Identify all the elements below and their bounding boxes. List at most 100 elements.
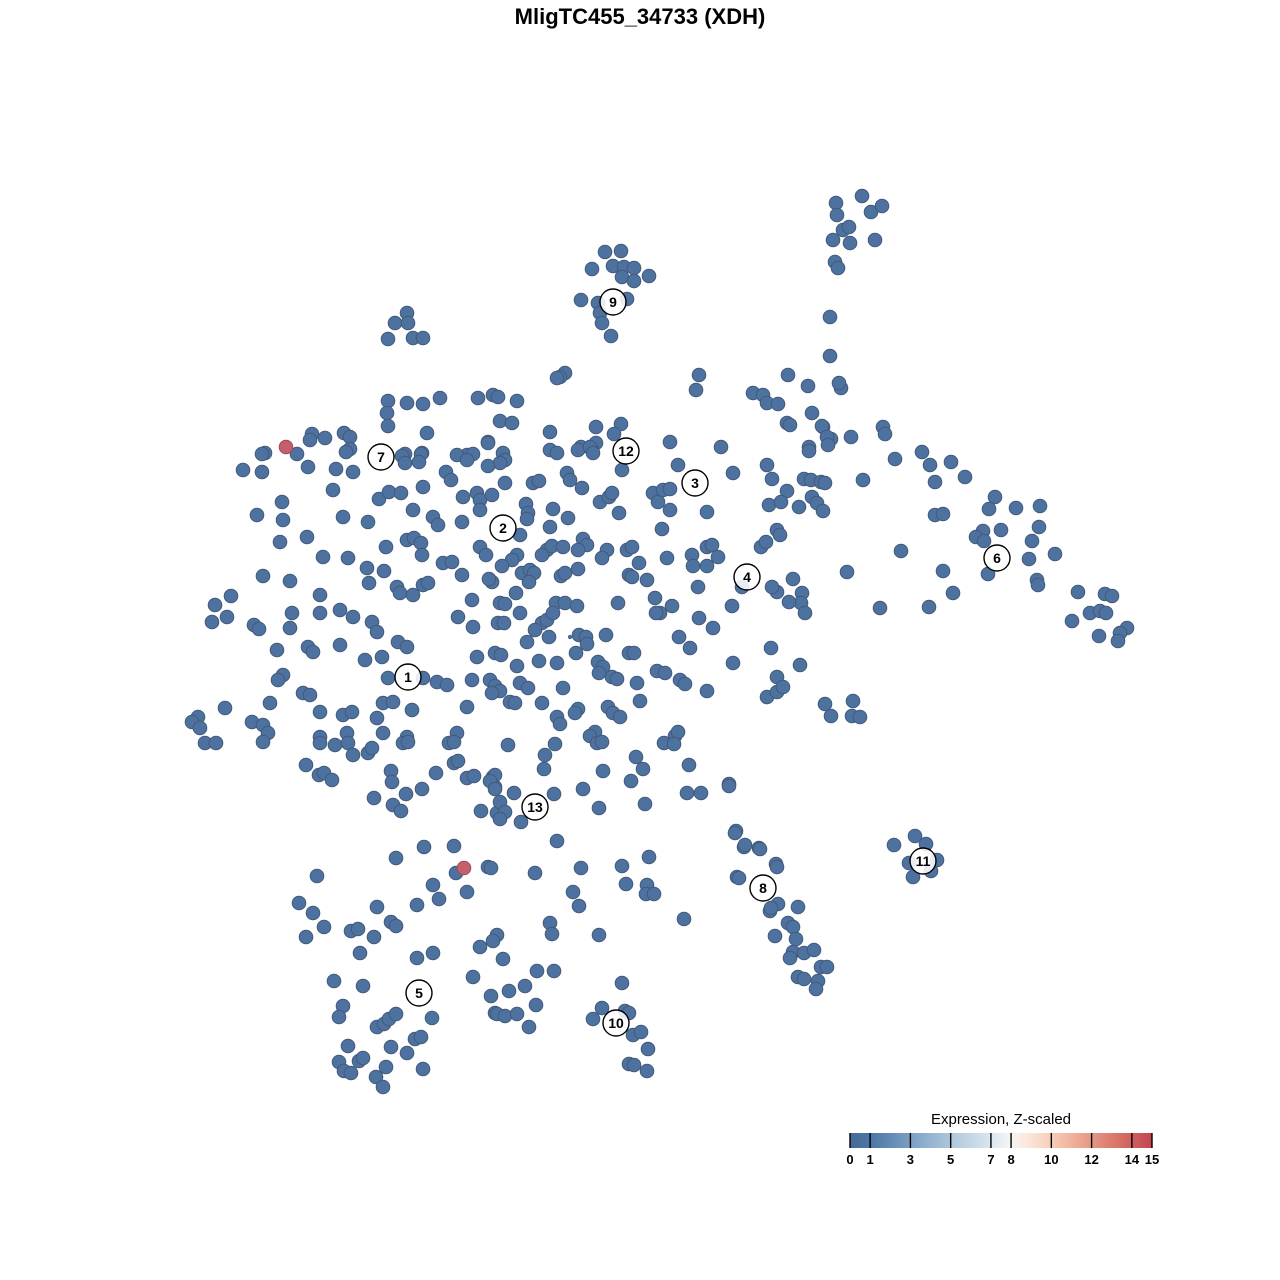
data-point bbox=[207, 597, 223, 613]
data-point bbox=[378, 1059, 394, 1075]
cluster-label-number: 10 bbox=[608, 1015, 624, 1031]
data-point bbox=[782, 417, 798, 433]
data-point bbox=[507, 695, 523, 711]
data-point bbox=[677, 676, 693, 692]
data-point bbox=[867, 232, 883, 248]
data-point bbox=[404, 702, 420, 718]
data-point bbox=[1098, 605, 1114, 621]
data-point bbox=[483, 988, 499, 1004]
data-point bbox=[545, 605, 561, 621]
chart-title: MligTC455_34733 (XDH) bbox=[515, 4, 766, 29]
cluster-label-circle bbox=[521, 793, 549, 821]
data-point bbox=[874, 198, 890, 214]
data-point bbox=[555, 539, 571, 555]
data-point bbox=[633, 1024, 649, 1040]
data-point bbox=[431, 891, 447, 907]
data-point bbox=[1021, 551, 1037, 567]
data-point bbox=[825, 232, 841, 248]
data-point bbox=[591, 665, 607, 681]
data-point bbox=[699, 558, 715, 574]
cluster-label-number: 1 bbox=[404, 669, 412, 685]
data-point bbox=[1110, 633, 1126, 649]
cluster-label: 1 bbox=[394, 663, 422, 691]
data-point bbox=[945, 585, 961, 601]
data-point bbox=[275, 512, 291, 528]
data-point bbox=[552, 716, 568, 732]
data-point bbox=[531, 653, 547, 669]
data-point bbox=[484, 685, 500, 701]
legend-tick-label: 7 bbox=[987, 1152, 994, 1167]
data-point bbox=[500, 737, 516, 753]
data-point bbox=[839, 564, 855, 580]
cluster-label-number: 2 bbox=[499, 520, 507, 536]
data-point bbox=[935, 506, 951, 522]
data-point bbox=[302, 432, 318, 448]
data-point bbox=[1064, 613, 1080, 629]
data-point bbox=[517, 978, 533, 994]
data-point bbox=[459, 452, 475, 468]
data-point bbox=[388, 850, 404, 866]
cluster-label-number: 8 bbox=[759, 880, 767, 896]
cluster-label: 7 bbox=[367, 443, 395, 471]
data-point bbox=[409, 950, 425, 966]
data-point bbox=[305, 905, 321, 921]
data-point bbox=[555, 680, 571, 696]
data-point bbox=[785, 919, 801, 935]
data-point bbox=[381, 484, 397, 500]
data-point bbox=[781, 594, 797, 610]
data-point bbox=[603, 328, 619, 344]
data-point bbox=[355, 978, 371, 994]
data-point bbox=[773, 494, 789, 510]
data-point bbox=[492, 811, 508, 827]
data-point bbox=[392, 585, 408, 601]
data-point bbox=[357, 652, 373, 668]
data-point bbox=[400, 315, 416, 331]
data-point bbox=[496, 615, 512, 631]
data-point bbox=[585, 445, 601, 461]
data-point bbox=[485, 933, 501, 949]
data-point bbox=[466, 768, 482, 784]
data-point bbox=[419, 425, 435, 441]
legend-tick-label: 15 bbox=[1145, 1152, 1159, 1167]
data-point bbox=[662, 502, 678, 518]
data-point bbox=[327, 737, 343, 753]
cluster-label-circle bbox=[602, 1009, 630, 1037]
data-point bbox=[1091, 628, 1107, 644]
data-point bbox=[676, 911, 692, 927]
data-point bbox=[369, 710, 385, 726]
data-point bbox=[487, 781, 503, 797]
legend-tick-label: 8 bbox=[1007, 1152, 1014, 1167]
data-point bbox=[877, 426, 893, 442]
data-point bbox=[591, 927, 607, 943]
cluster-label-circle bbox=[733, 563, 761, 591]
legend-tick-label: 10 bbox=[1044, 1152, 1058, 1167]
data-point bbox=[387, 315, 403, 331]
data-point bbox=[635, 761, 651, 777]
data-point bbox=[721, 778, 737, 794]
data-point bbox=[413, 1029, 429, 1045]
data-point bbox=[492, 413, 508, 429]
data-point bbox=[355, 1050, 371, 1066]
data-point bbox=[350, 921, 366, 937]
data-point bbox=[534, 547, 550, 563]
data-point bbox=[469, 649, 485, 665]
data-point bbox=[585, 1011, 601, 1027]
data-point bbox=[629, 675, 645, 691]
data-point bbox=[291, 895, 307, 911]
data-point bbox=[981, 501, 997, 517]
data-point bbox=[815, 503, 831, 519]
data-point bbox=[415, 1061, 431, 1077]
data-point bbox=[562, 472, 578, 488]
data-point bbox=[855, 472, 871, 488]
data-point bbox=[914, 444, 930, 460]
data-point bbox=[345, 747, 361, 763]
data-point bbox=[459, 884, 475, 900]
data-point bbox=[822, 348, 838, 364]
cluster-label: 8 bbox=[749, 874, 777, 902]
data-point bbox=[270, 672, 286, 688]
data-point bbox=[420, 575, 436, 591]
data-point bbox=[478, 547, 494, 563]
data-point bbox=[312, 704, 328, 720]
data-point bbox=[679, 785, 695, 801]
legend-tick-label: 3 bbox=[907, 1152, 914, 1167]
